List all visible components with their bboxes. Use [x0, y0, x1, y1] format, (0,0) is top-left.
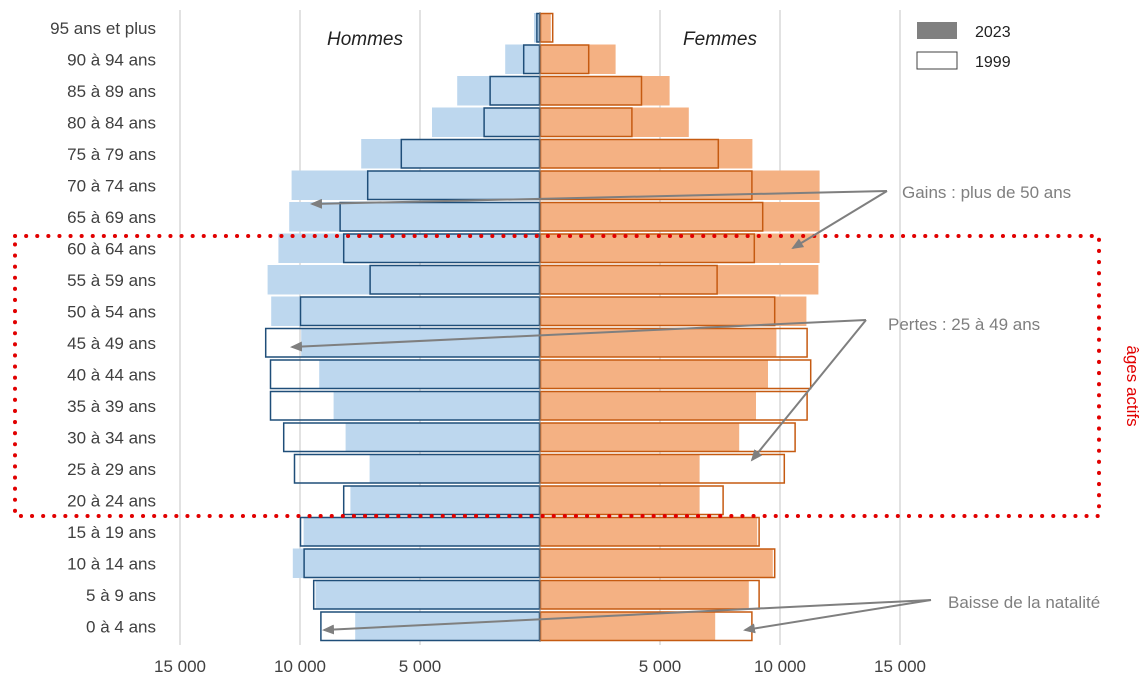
bar-2023-men	[361, 139, 540, 169]
bar-2023-men	[291, 170, 540, 200]
arrow-gains-men	[310, 190, 888, 209]
panel-label-women: Femmes	[683, 29, 757, 50]
x-tick-label: 10 000	[274, 657, 326, 676]
age-label: 80 à 84 ans	[67, 113, 156, 132]
annotation-gains: Gains : plus de 50 ans	[902, 183, 1071, 202]
age-label: 55 à 59 ans	[67, 271, 156, 290]
arrow-natalite-women	[743, 599, 932, 634]
arrow-natalite-men	[322, 599, 932, 635]
age-label: 35 à 39 ans	[67, 397, 156, 416]
bar-2023-men	[278, 233, 540, 263]
bar-2023-women	[540, 422, 740, 452]
bar-2023-women	[540, 139, 753, 169]
age-label: 25 à 29 ans	[67, 460, 156, 479]
bar-2023-women	[540, 454, 700, 484]
bar-2023-women	[540, 548, 773, 578]
x-tick-label: 10 000	[754, 657, 806, 676]
age-label: 95 ans et plus	[50, 19, 156, 38]
age-label: 65 à 69 ans	[67, 208, 156, 227]
bar-2023-men	[350, 485, 540, 515]
legend-label-2023: 2023	[975, 24, 1011, 41]
age-label: 30 à 34 ans	[67, 428, 156, 447]
bar-2023-men	[301, 328, 540, 358]
age-axis-labels: 0 à 4 ans 5 à 9 ans 10 à 14 ans 15 à 19 ans…	[50, 19, 156, 637]
bar-2023-women	[540, 44, 616, 74]
panel-label-men: Hommes	[327, 29, 404, 50]
x-tick-label: 5 000	[639, 657, 682, 676]
bar-2023-women	[540, 202, 820, 232]
age-label: 85 à 89 ans	[67, 82, 156, 101]
bar-2023-women	[540, 611, 716, 641]
bar-2023-women	[540, 328, 777, 358]
arrow-pertes-men	[290, 319, 867, 352]
age-label: 50 à 54 ans	[67, 302, 156, 321]
annotations: Gains : plus de 50 ans Pertes : 25 à 49 …	[290, 183, 1100, 635]
bar-2023-men	[292, 548, 540, 578]
arrow-pertes-women	[750, 319, 867, 462]
annotation-natalite: Baisse de la natalité	[948, 593, 1100, 612]
bar-2023-women	[540, 296, 807, 326]
bar-2023-women	[540, 580, 749, 610]
bar-2023-women	[540, 485, 700, 515]
x-tick-label: 15 000	[154, 657, 206, 676]
bar-2023-men	[369, 454, 540, 484]
bar-2023-women	[540, 13, 551, 43]
age-label: 40 à 44 ans	[67, 365, 156, 384]
bar-2023-women	[540, 107, 689, 137]
x-tick-label: 5 000	[399, 657, 442, 676]
active-ages-label: âges actifs	[1123, 345, 1142, 426]
bar-2023-women	[540, 265, 819, 295]
bar-2023-women	[540, 233, 820, 263]
bar-2023-men	[333, 391, 540, 421]
age-label: 20 à 24 ans	[67, 491, 156, 510]
bar-2023-women	[540, 76, 670, 106]
age-label: 10 à 14 ans	[67, 554, 156, 573]
age-label: 5 à 9 ans	[86, 586, 156, 605]
active-ages-highlight-box	[13, 234, 1101, 518]
age-label: 75 à 79 ans	[67, 145, 156, 164]
bars-2023	[267, 13, 820, 641]
bar-2023-men	[271, 296, 540, 326]
bar-2023-men	[289, 202, 540, 232]
age-label: 0 à 4 ans	[86, 617, 156, 636]
age-label: 15 à 19 ans	[67, 523, 156, 542]
legend: 2023 1999	[916, 22, 1011, 71]
bar-2023-men	[315, 580, 540, 610]
bar-2023-men	[432, 107, 540, 137]
legend-label-1999: 1999	[975, 54, 1011, 71]
bar-2023-men	[303, 517, 540, 547]
x-axis-tick-labels: 15 000 10 000 5 000 5 000 10 000 15 000	[154, 657, 926, 676]
bar-2023-women	[540, 391, 756, 421]
legend-swatch-2023	[917, 22, 957, 39]
age-label: 90 à 94 ans	[67, 50, 156, 69]
bar-2023-men	[319, 359, 540, 389]
bar-2023-women	[540, 517, 758, 547]
legend-swatch-1999	[916, 51, 958, 70]
bar-2023-men	[505, 44, 540, 74]
bar-2023-men	[267, 265, 540, 295]
arrow-gains-women	[791, 190, 888, 250]
bar-2023-women	[540, 359, 768, 389]
age-label: 60 à 64 ans	[67, 239, 156, 258]
x-tick-label: 15 000	[874, 657, 926, 676]
age-label: 45 à 49 ans	[67, 334, 156, 353]
annotation-pertes: Pertes : 25 à 49 ans	[888, 315, 1040, 334]
age-label: 70 à 74 ans	[67, 176, 156, 195]
bar-2023-men	[457, 76, 540, 106]
bar-2023-men	[345, 422, 540, 452]
